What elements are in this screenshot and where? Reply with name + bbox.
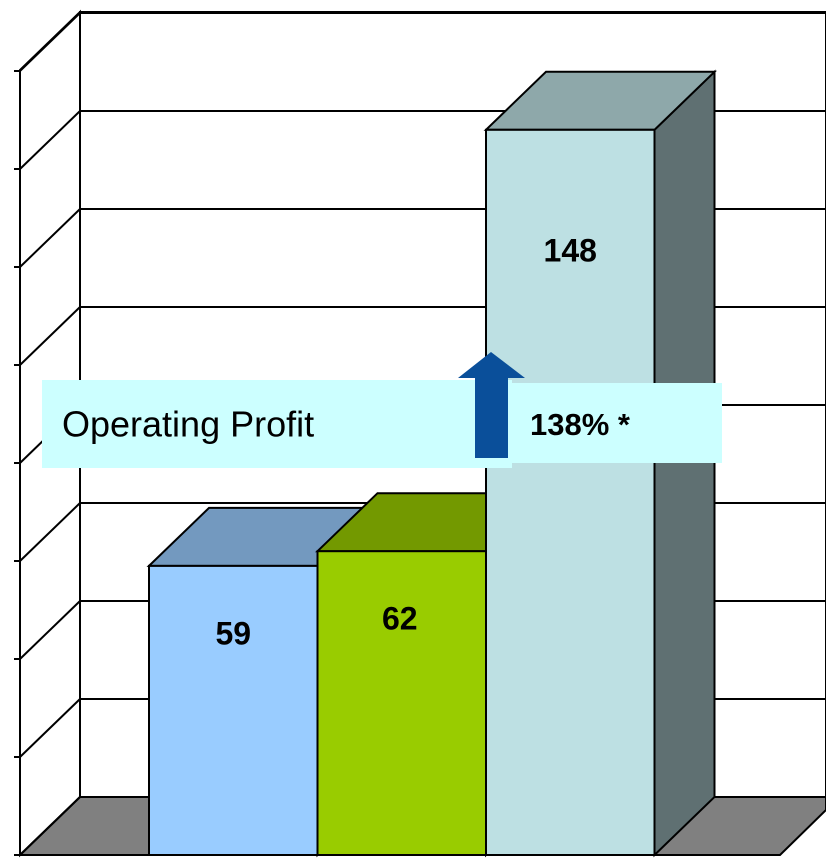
data-label: 62 xyxy=(382,601,418,637)
annotation: Operating Profit 138% * xyxy=(42,352,722,468)
wall-grid-line xyxy=(19,306,81,366)
bars: 59 62 148 xyxy=(146,69,717,858)
data-label: 148 xyxy=(544,232,597,268)
bar xyxy=(316,550,487,856)
wall-grid-line xyxy=(19,110,81,170)
data-label: 59 xyxy=(215,615,251,651)
wall-grid-line xyxy=(19,12,81,72)
wall-grid-line xyxy=(19,796,81,856)
annotation-text: Operating Profit xyxy=(62,404,314,445)
annotation-box xyxy=(510,383,722,463)
annotation-box xyxy=(42,380,512,468)
bar xyxy=(148,564,319,857)
wall-grid-line xyxy=(19,502,81,562)
wall-grid-line xyxy=(19,600,81,660)
arrow xyxy=(458,352,525,458)
wall-grid-line xyxy=(19,208,81,268)
bar-side xyxy=(653,69,716,858)
wall-grid-line xyxy=(19,698,81,758)
annotation-text: 138% * xyxy=(530,407,631,442)
bar xyxy=(485,128,656,857)
